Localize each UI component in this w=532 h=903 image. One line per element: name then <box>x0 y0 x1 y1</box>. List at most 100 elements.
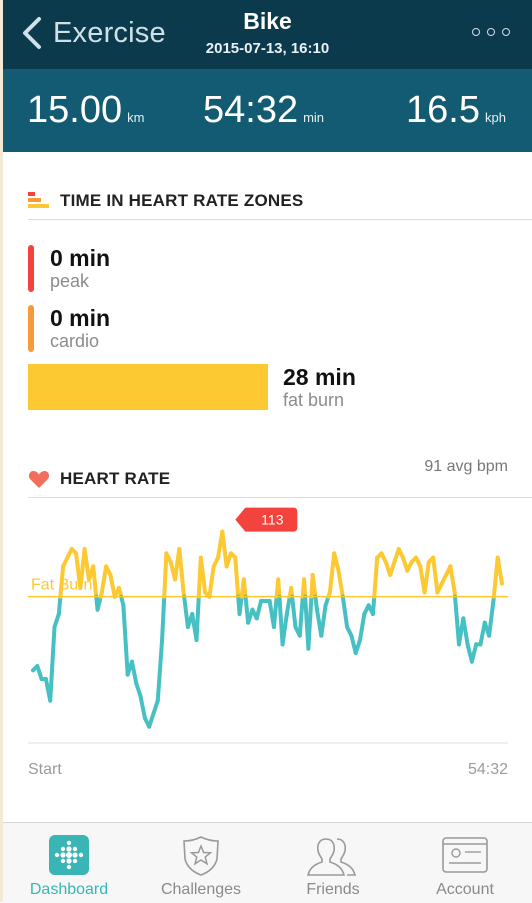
fat-burn-zone-bar <box>28 364 268 410</box>
heart-rate-segment <box>300 597 303 636</box>
zones-section-title: TIME IN HEART RATE ZONES <box>60 191 303 211</box>
heart-rate-segment <box>102 566 106 592</box>
friends-icon <box>304 835 362 877</box>
heart-rate-segment <box>240 597 242 614</box>
fat-burn-threshold-label: Fat Burn <box>31 577 92 594</box>
heart-rate-segment <box>278 579 279 596</box>
heart-rate-segment <box>356 640 360 653</box>
peak-zone-value: 0 min <box>50 245 110 272</box>
tab-challenges[interactable]: Challenges <box>135 823 267 903</box>
heart-rate-segment <box>110 575 114 597</box>
page-title: Bike <box>3 8 532 35</box>
heart-rate-segment <box>141 696 145 718</box>
heart-rate-segment <box>308 597 311 649</box>
heart-rate-section-heading: HEART RATE <box>28 469 170 489</box>
heart-rate-segment <box>425 562 429 592</box>
heart-rate-segment <box>179 549 183 592</box>
heart-rate-chart[interactable]: Fat Burn 113 <box>0 497 532 757</box>
cardio-zone-label: cardio <box>50 331 99 352</box>
heart-rate-segment <box>343 597 347 627</box>
heart-rate-segment <box>498 558 502 584</box>
heart-icon <box>28 469 50 489</box>
heart-rate-segment <box>59 597 61 614</box>
zones-bars-icon <box>28 192 50 210</box>
distance-unit: km <box>127 110 144 125</box>
heart-rate-segment <box>93 566 96 596</box>
heart-rate-segment <box>463 618 467 644</box>
tab-account-label: Account <box>399 881 531 899</box>
heart-rate-segment <box>132 662 136 684</box>
tab-friends-label: Friends <box>267 881 399 899</box>
chart-end-label: 54:32 <box>468 761 508 779</box>
heart-rate-segment <box>136 683 140 696</box>
more-options-button[interactable] <box>472 28 510 36</box>
tab-dashboard-label: Dashboard <box>3 881 135 899</box>
heart-rate-line-group <box>33 532 502 727</box>
zones-section-heading: TIME IN HEART RATE ZONES <box>28 191 303 211</box>
duration-unit: min <box>303 110 324 125</box>
dashboard-icon <box>49 835 89 875</box>
duration-value: 54:32 <box>203 89 298 132</box>
heart-rate-segment <box>164 553 166 596</box>
heart-rate-segment <box>287 597 290 614</box>
heart-rate-section-title: HEART RATE <box>60 469 170 489</box>
heart-rate-segment <box>244 579 246 596</box>
speed-stat: 16.5 kph <box>406 89 506 132</box>
top-nav-bar: Exercise Bike 2015-07-13, 16:10 <box>3 0 532 69</box>
average-bpm: 91 avg bpm <box>424 458 508 476</box>
heart-rate-segment <box>334 553 338 570</box>
heart-rate-segment <box>162 597 164 640</box>
heart-rate-segment <box>472 644 476 661</box>
speed-value: 16.5 <box>406 89 480 132</box>
more-dots-icon <box>472 28 480 36</box>
bottom-tab-bar: Dashboard Challenges Friends Account <box>3 822 532 903</box>
heart-rate-segment <box>313 575 316 597</box>
heart-rate-segment <box>197 597 199 640</box>
chart-start-label: Start <box>28 761 62 779</box>
heart-rate-segment <box>235 558 238 597</box>
heart-rate-segment <box>283 614 287 644</box>
heart-rate-segment <box>257 601 261 618</box>
heart-rate-segment <box>373 597 374 614</box>
heart-rate-segment <box>292 597 295 627</box>
peak-zone-label: peak <box>50 271 89 292</box>
speed-unit: kph <box>485 110 506 125</box>
heart-rate-segment <box>304 579 305 596</box>
heart-rate-segment <box>330 553 334 592</box>
heart-rate-segment <box>321 605 325 635</box>
account-card-icon <box>441 835 489 875</box>
heart-rate-segment <box>153 701 157 714</box>
heart-rate-segment <box>37 666 41 679</box>
peak-value-badge: 113 <box>235 508 297 532</box>
peak-value-text: 113 <box>261 512 284 528</box>
tab-account[interactable]: Account <box>399 823 531 903</box>
heart-rate-segment <box>489 601 493 636</box>
tab-challenges-label: Challenges <box>135 881 267 899</box>
heart-rate-segment <box>360 614 364 640</box>
tab-friends[interactable]: Friends <box>267 823 399 903</box>
fat-burn-zone-value: 28 min <box>283 364 356 391</box>
exercise-stats-bar: 15.00 km 54:32 min 16.5 kph <box>3 69 532 152</box>
distance-stat: 15.00 km <box>27 89 144 132</box>
heart-rate-segment <box>149 714 153 727</box>
tab-dashboard[interactable]: Dashboard <box>3 823 135 903</box>
heart-rate-segment <box>274 597 277 627</box>
heart-rate-segment <box>390 562 394 575</box>
cardio-zone-value: 0 min <box>50 305 110 332</box>
heart-rate-segment <box>158 640 162 701</box>
page-subtitle-datetime: 2015-07-13, 16:10 <box>3 40 532 57</box>
cardio-zone-marker <box>28 305 34 352</box>
heart-rate-segment <box>50 627 54 701</box>
zones-divider <box>28 219 532 220</box>
distance-value: 15.00 <box>27 89 122 132</box>
heart-rate-segment <box>433 558 437 593</box>
challenges-star-icon <box>181 835 221 877</box>
heart-rate-segment <box>85 549 89 579</box>
duration-stat: 54:32 min <box>203 89 324 132</box>
heart-rate-segment <box>222 532 226 567</box>
heart-rate-segment <box>123 605 127 674</box>
fat-burn-zone-label: fat burn <box>283 390 344 411</box>
heart-rate-segment <box>374 558 377 597</box>
heart-rate-segment <box>55 614 59 627</box>
heart-rate-segment <box>201 558 205 593</box>
